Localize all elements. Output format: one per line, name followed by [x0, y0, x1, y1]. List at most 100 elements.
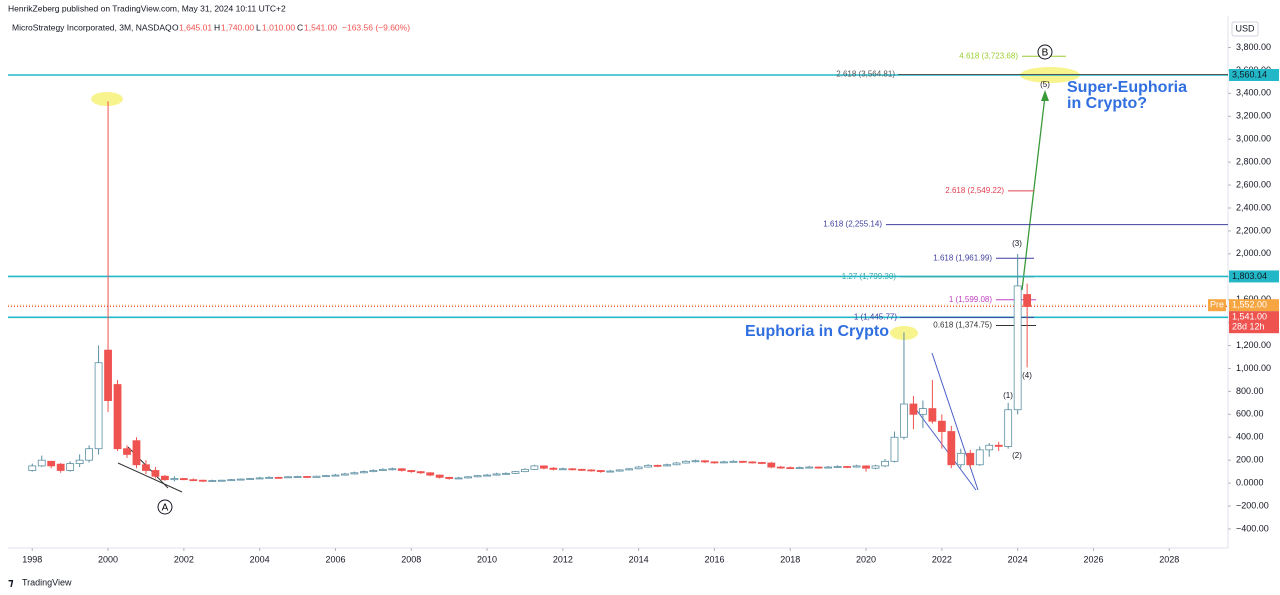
candle-body [966, 452, 975, 466]
o-label: O [172, 22, 179, 32]
price-badge [1229, 69, 1279, 82]
candle-body [331, 474, 340, 477]
candle-body [123, 448, 131, 455]
candle-body [284, 476, 292, 479]
x-tick-label: 2006 [325, 554, 345, 564]
candle-body [909, 403, 918, 415]
candle-body [549, 467, 558, 470]
candle-body [416, 471, 425, 474]
y-tick-label: 3,800.00 [1236, 42, 1271, 52]
candle-body [322, 475, 330, 478]
candle-body [464, 476, 473, 479]
last-price-label: 1,541.00 [1232, 312, 1267, 322]
wave-label: B [1042, 48, 1049, 59]
candle-body [937, 420, 946, 432]
candle-body [786, 467, 795, 470]
wave-label: A [162, 503, 169, 514]
candle-body [776, 466, 785, 469]
candle-body [473, 475, 482, 478]
candle-body [170, 478, 179, 481]
candle-body [558, 468, 567, 471]
symbol: MicroStrategy Incorporated, 3M, NASDAQ [12, 22, 172, 32]
candle-body [151, 470, 160, 477]
y-tick-label: 3,200.00 [1236, 111, 1271, 121]
candle-body [890, 436, 899, 462]
candle-body [426, 472, 435, 476]
candle-body [28, 465, 37, 471]
x-tick-label: 2002 [174, 554, 194, 564]
annotation: Euphoria in Crypto [745, 323, 889, 340]
y-tick-label: 200.00 [1236, 455, 1264, 465]
candle-body [341, 473, 349, 476]
fib-label: 0.618 (1,374.75) [933, 321, 992, 330]
y-tick-label: 600.00 [1236, 409, 1264, 419]
x-tick-label: 1998 [22, 554, 42, 564]
highlight [91, 92, 123, 106]
candle-body [378, 468, 387, 471]
candle-body [644, 464, 653, 468]
candle-body [312, 475, 321, 478]
y-tick-label: 0.0000 [1236, 477, 1264, 487]
x-tick-label: 2026 [1083, 554, 1103, 564]
candle-body [227, 479, 236, 482]
candle-body [435, 474, 444, 478]
brand-logo: ⁊ [8, 577, 14, 589]
candle-body [625, 468, 634, 471]
y-tick-label: 2,600.00 [1236, 179, 1271, 189]
candle-body [577, 468, 586, 471]
candle-body [900, 403, 908, 438]
candle-body [445, 476, 454, 479]
candle-body [919, 408, 927, 415]
x-tick-label: 2014 [629, 554, 649, 564]
candle-body [928, 408, 937, 422]
price-badge-label: 3,560.14 [1232, 69, 1267, 79]
candle-body [104, 349, 112, 401]
y-tick-label: 2,200.00 [1236, 225, 1271, 235]
candle-body [814, 466, 823, 469]
fib-label: 1 (1,599.08) [949, 295, 992, 304]
candle-body [161, 475, 169, 481]
candle-body [217, 479, 226, 482]
candle-body [47, 460, 56, 467]
wave-label: (2) [1012, 451, 1022, 460]
candle-body [56, 463, 65, 471]
candle-body [852, 465, 861, 468]
candle-body [682, 460, 690, 464]
candle-body [236, 478, 245, 481]
currency-box[interactable] [1231, 21, 1259, 37]
candle-body [359, 471, 368, 474]
wave-circle [157, 499, 173, 515]
fib-label: 4.618 (3,723.68) [959, 51, 1018, 60]
candle-body [672, 462, 681, 466]
candle-body [540, 465, 548, 469]
candle-body [85, 448, 94, 461]
y-tick-label: 2,400.00 [1236, 202, 1271, 212]
candle-body [492, 473, 501, 476]
candle-body [824, 466, 833, 469]
candle-body [454, 477, 463, 480]
candle-body [75, 459, 84, 465]
wedge-line [911, 403, 977, 491]
pre-price-label: 1,552.00 [1232, 300, 1267, 310]
countdown: 28d 12h [1232, 322, 1265, 332]
c-label: C [297, 22, 303, 32]
fib-label: 1.618 (1,961.99) [933, 253, 992, 262]
y-tick-label: 400.00 [1236, 432, 1264, 442]
candle-body [833, 466, 842, 468]
candle-body [947, 431, 956, 466]
annotation: Super-Euphoria [1067, 79, 1187, 96]
change: −163.56 (−9.60%) [342, 22, 410, 32]
wave-label: (4) [1022, 371, 1032, 380]
y-tick-label: 800.00 [1236, 386, 1264, 396]
candle-body [142, 464, 150, 471]
l-label: L [256, 22, 261, 32]
brand-name: TradingView [22, 577, 72, 587]
candle-body [1013, 285, 1022, 411]
published: HenrikZeberg published on TradingView.co… [8, 3, 286, 13]
l-value: 1,010.00 [262, 22, 295, 32]
candle-body [132, 440, 141, 466]
candle-body [246, 478, 255, 480]
x-tick-label: 2010 [477, 554, 497, 564]
arrow-head [1041, 90, 1049, 101]
